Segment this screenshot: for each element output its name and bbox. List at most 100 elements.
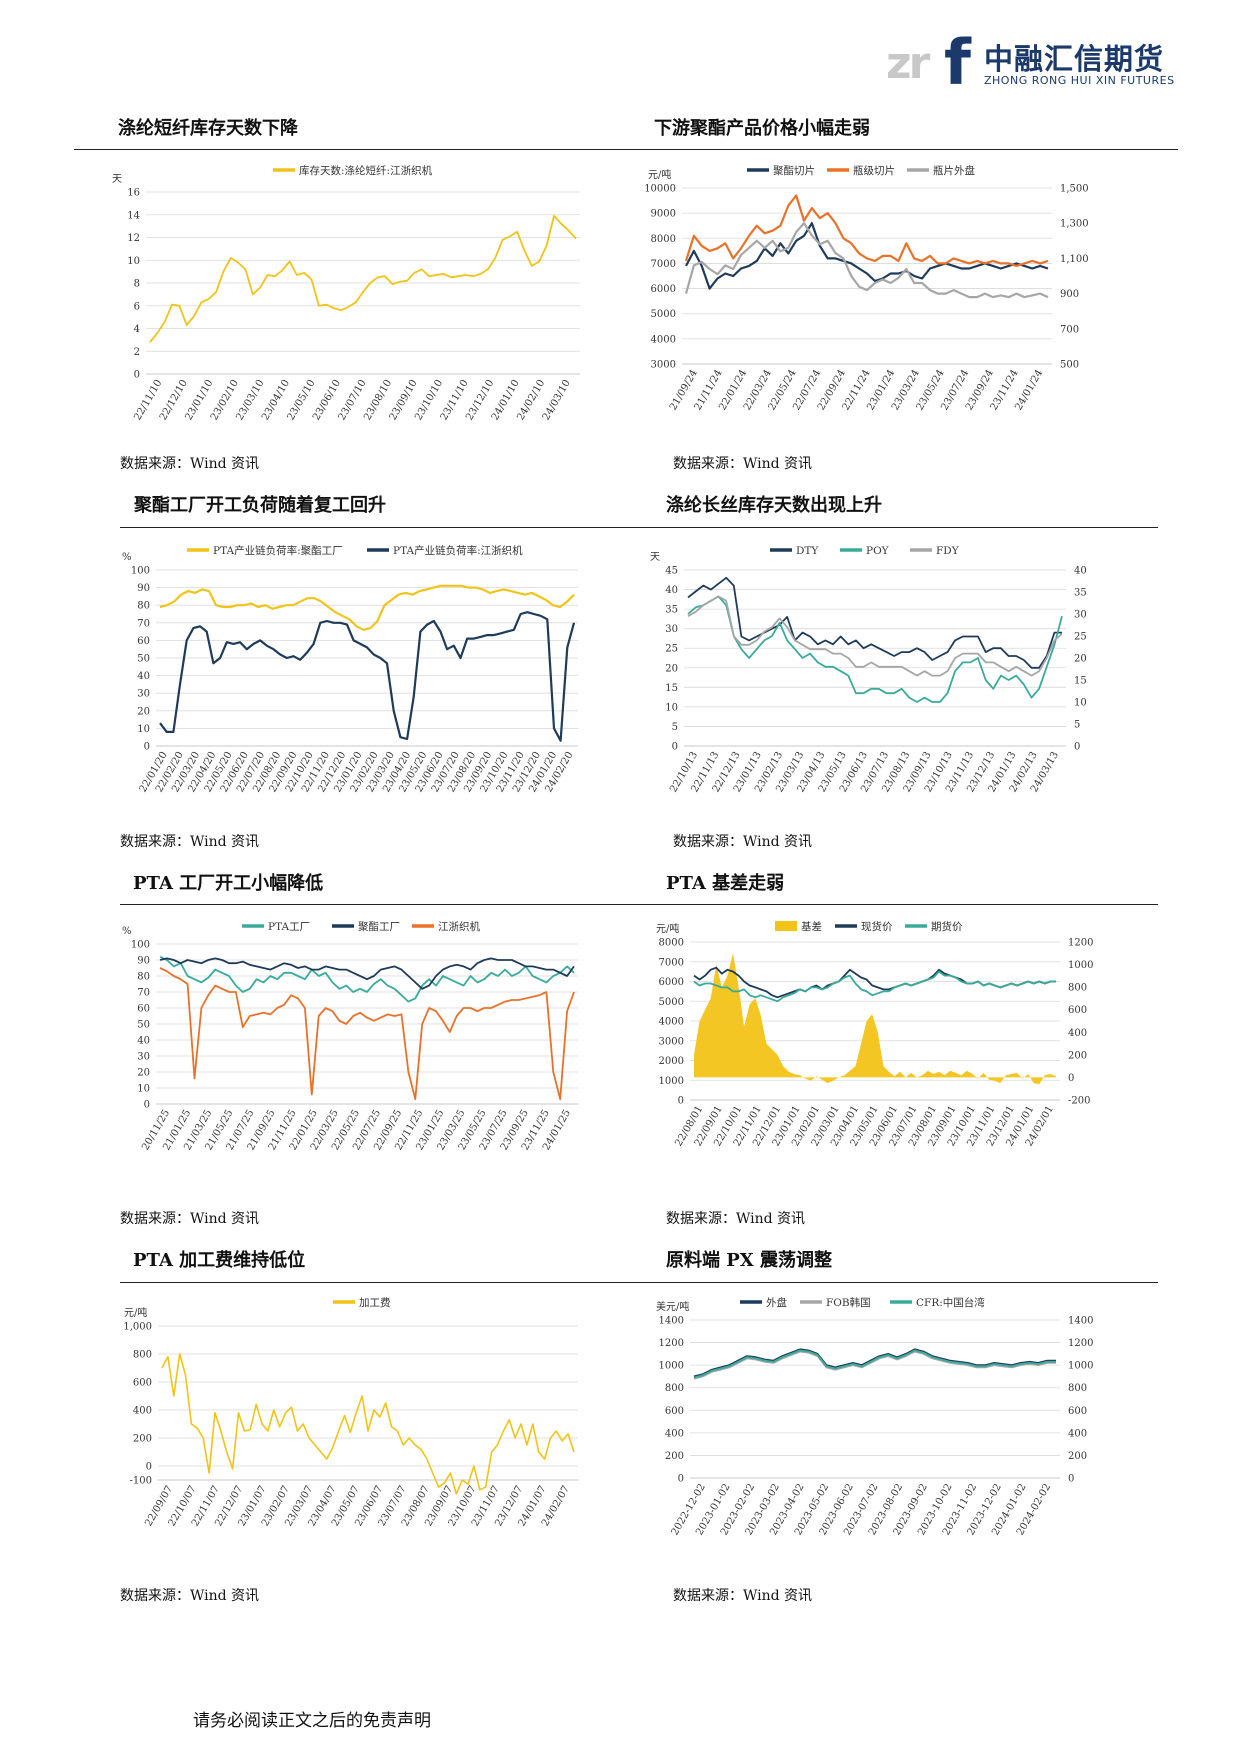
series-line-0 xyxy=(161,1353,575,1495)
y-tick-label: 80 xyxy=(137,601,150,612)
legend-label: 江浙织机 xyxy=(438,920,480,933)
chart-px-prices: 0 200 400 600 800 1000 1200 1400 0 200 400 600 800 10… xyxy=(656,1296,1093,1537)
y-tick-label: 35 xyxy=(665,605,678,616)
y-tick-label: 80 xyxy=(137,972,150,983)
series-line-1 xyxy=(684,194,1049,267)
y2-tick-label: 800 xyxy=(1068,1383,1087,1394)
y-tick-label: 40 xyxy=(137,1036,150,1047)
source-note-3: 数据来源：Wind 资讯 xyxy=(120,834,260,850)
section-title-4: 涤纶长丝库存天数出现上升 xyxy=(666,495,882,516)
section-title-3: 聚酯工厂开工负荷随着复工回升 xyxy=(134,495,386,516)
y-tick-label: 800 xyxy=(665,1383,684,1394)
legend-label: CFR:中国台湾 xyxy=(916,1296,985,1309)
legend: 聚酯切片 瓶级切片 瓶片外盘 xyxy=(747,164,975,177)
y-axis-unit: 元/吨 xyxy=(656,922,679,935)
y-axis-unit: 元/吨 xyxy=(124,1306,147,1319)
y2-tick-label: 1,300 xyxy=(1060,219,1089,230)
y2-tick-label: 10 xyxy=(1074,698,1087,709)
y-tick-label: 50 xyxy=(137,654,150,665)
y-tick-label: 6 xyxy=(134,301,140,312)
series-line-0 xyxy=(693,1348,1056,1378)
y-axis-unit: 元/吨 xyxy=(648,168,671,181)
y-tick-label: 3000 xyxy=(651,360,676,371)
logo-mark-zr: zr xyxy=(886,38,930,89)
y-tick-label: 25 xyxy=(665,644,678,655)
legend-label: 瓶片外盘 xyxy=(933,164,975,177)
y-axis-unit: 美元/吨 xyxy=(656,1300,689,1313)
series-line-2 xyxy=(687,595,1063,677)
y-tick-label: 14 xyxy=(127,210,140,221)
divider-2 xyxy=(120,527,1158,528)
chart-polyester-operating-rate: 0102030405060708090100%22/01/2022/02/202… xyxy=(122,544,578,794)
divider-1 xyxy=(74,149,1178,150)
y-tick-label: 12 xyxy=(127,233,140,244)
y-tick-label: 40 xyxy=(137,671,150,682)
y-tick-label: 4 xyxy=(134,324,140,335)
y-tick-label: 6000 xyxy=(659,977,684,988)
chart-pta-basis: 0 1000 2000 3000 4000 5000 6000 7000 8000 -200 0 20… xyxy=(656,920,1093,1148)
y-tick-label: 7000 xyxy=(659,957,684,968)
y-tick-label: 60 xyxy=(137,636,150,647)
section-title-8: 原料端 PX 震荡调整 xyxy=(666,1250,833,1271)
source-note-6: 数据来源：Wind 资讯 xyxy=(666,1211,806,1227)
y-tick-label: 4000 xyxy=(659,1017,684,1028)
chart-polyester-product-prices: 3000 4000 5000 6000 7000 8000 9000 10000 500 700 9… xyxy=(644,164,1089,412)
legend: DTY POY FDY xyxy=(770,545,960,557)
y-tick-label: 30 xyxy=(137,1052,150,1063)
y-tick-label: 5 xyxy=(672,722,678,733)
y2-tick-label: 1000 xyxy=(1068,1361,1093,1372)
source-note-8: 数据来源：Wind 资讯 xyxy=(673,1588,813,1604)
y2-tick-label: 0 xyxy=(1068,1073,1074,1084)
y-tick-label: 8000 xyxy=(651,234,676,245)
y-tick-label: 200 xyxy=(133,1434,152,1445)
section-title-1: 涤纶短纤库存天数下降 xyxy=(118,118,298,139)
legend-label: PTA工厂 xyxy=(268,921,310,933)
legend-label: 瓶级切片 xyxy=(853,164,895,177)
series-area-0 xyxy=(694,953,1056,1085)
y-tick-label: 100 xyxy=(131,940,150,951)
y-tick-label: 10 xyxy=(127,256,140,267)
legend-label: 现货价 xyxy=(861,920,893,933)
series-line-1 xyxy=(159,611,576,742)
logo-mark-f: f xyxy=(944,26,971,99)
y-tick-label: 2 xyxy=(134,347,140,358)
y-tick-label: 400 xyxy=(133,1406,152,1417)
legend-label: FDY xyxy=(936,545,960,557)
y2-tick-label: 5 xyxy=(1074,720,1080,731)
legend-label: 库存天数:涤纶短纤:江浙织机 xyxy=(299,164,433,177)
legend-label: 外盘 xyxy=(766,1296,787,1309)
y2-tick-label: 400 xyxy=(1068,1028,1087,1039)
y-tick-label: 3000 xyxy=(659,1036,684,1047)
divider-4 xyxy=(120,1282,1158,1283)
y-tick-label: 5000 xyxy=(659,997,684,1008)
y-tick-label: 16 xyxy=(127,188,140,199)
y2-tick-label: 25 xyxy=(1074,632,1087,643)
legend: 加工费 xyxy=(333,1296,391,1309)
legend-label: POY xyxy=(866,545,890,557)
series-line-2 xyxy=(693,970,1056,1003)
y-tick-label: 600 xyxy=(665,1406,684,1417)
y2-tick-label: 700 xyxy=(1060,324,1079,335)
legend-label: DTY xyxy=(796,545,819,557)
series-line-1 xyxy=(693,1350,1056,1380)
y-axis-unit: % xyxy=(122,926,132,937)
legend-label: PTA产业链负荷率:聚酯工厂 xyxy=(213,544,343,557)
y-tick-label: 70 xyxy=(137,618,150,629)
y-tick-label: 100 xyxy=(131,566,150,577)
y-tick-label: 0 xyxy=(144,1100,150,1111)
y-tick-label: 0 xyxy=(678,1096,684,1107)
y2-tick-label: 0 xyxy=(1074,742,1080,753)
legend-label: PTA产业链负荷率:江浙织机 xyxy=(393,544,523,557)
logo-chinese-name: 中融汇信期货 xyxy=(984,42,1165,76)
y2-tick-label: 600 xyxy=(1068,1005,1087,1016)
y-tick-label: 70 xyxy=(137,988,150,999)
series-line-0 xyxy=(159,584,575,631)
y-tick-label: 9000 xyxy=(651,209,676,220)
y-tick-label: 20 xyxy=(137,706,150,717)
legend-label: 聚酯切片 xyxy=(773,164,815,177)
y2-tick-label: 400 xyxy=(1068,1428,1087,1439)
y2-tick-label: 20 xyxy=(1074,654,1087,665)
series-line-2 xyxy=(159,967,575,1101)
y-tick-label: 5000 xyxy=(651,309,676,320)
section-title-7: PTA 加工费维持低位 xyxy=(133,1250,306,1271)
